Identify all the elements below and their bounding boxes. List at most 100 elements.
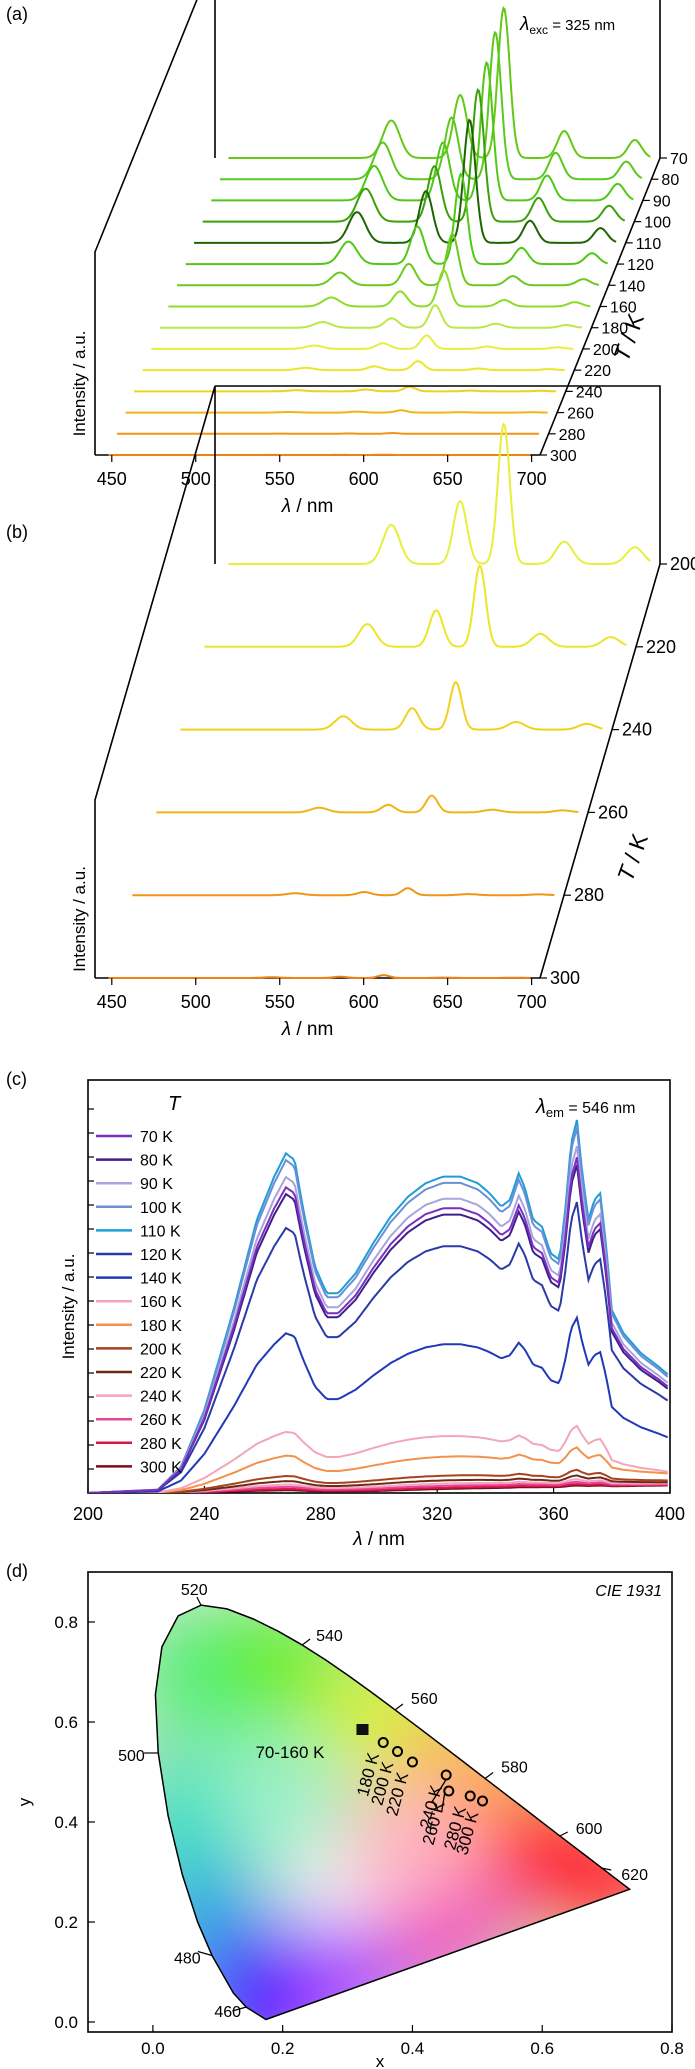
y-axis-label: Intensity / a.u. xyxy=(59,1254,78,1360)
data-point xyxy=(443,1785,455,1797)
data-point xyxy=(360,1727,369,1735)
legend-label: 160 K xyxy=(140,1294,182,1311)
legend-label: 240 K xyxy=(140,1389,182,1406)
wavelength-tick xyxy=(197,1950,213,1957)
panel-label: (a) xyxy=(6,4,28,24)
x-tick-label: 550 xyxy=(265,469,295,489)
panel-label: (b) xyxy=(6,522,28,542)
data-point xyxy=(392,1746,404,1757)
wavelength-tick xyxy=(394,1703,404,1711)
wavelength-label: 600 xyxy=(576,1821,603,1838)
spectrum-trace xyxy=(204,564,627,648)
panel-d: 0.0 0.2 0.4 0.6 0.8 0.0 0.2 0.4 0.6 0.8 x y CIE 1931… xyxy=(15,1571,684,2069)
x-axis-label: λ / nm xyxy=(281,496,334,517)
legend-title: T xyxy=(168,1093,182,1115)
data-point xyxy=(377,1737,389,1748)
x-axis-label: λ / nm xyxy=(352,1529,405,1550)
x-tick-label: 0.2 xyxy=(271,2039,295,2058)
depth-tick-label: 240 xyxy=(622,720,652,740)
legend: T 70 K 80 K 90 K 100 K 110 K 120 K 140 K 160 K 18… xyxy=(96,1093,182,1476)
depth-tick-label: 140 xyxy=(619,278,646,295)
y-tick-label: 0.8 xyxy=(54,1613,78,1632)
depth-tick-label: 100 xyxy=(644,215,671,232)
x-tick-label: 0.6 xyxy=(530,2039,554,2058)
y-tick-label: 0.6 xyxy=(54,1713,78,1732)
leader-line xyxy=(441,1791,446,1813)
gamut-fill xyxy=(155,1605,630,2020)
x-tick-label: 240 xyxy=(189,1504,219,1524)
spectrum-trace xyxy=(142,360,565,372)
series-line xyxy=(88,1314,669,1493)
point-label: 70-160 K xyxy=(255,1743,325,1762)
back-left-wall xyxy=(94,385,216,978)
wavelength-label: 480 xyxy=(174,1951,201,1968)
wavelength-tick xyxy=(601,1867,612,1871)
spectrum-trace xyxy=(132,887,555,897)
y-tick-label: 0.2 xyxy=(54,1913,78,1932)
x-tick-label: 450 xyxy=(97,469,127,489)
panel-b: 200 220 240 260 280 300 450 500 550 600 650 700 λ / … xyxy=(70,385,695,1040)
legend-label: 110 K xyxy=(140,1223,181,1240)
panel-c: 200 240 280 320 360 400 λ / nm Intensity / a.u.… xyxy=(59,1079,685,1550)
spectrum-trace xyxy=(134,385,557,393)
legend-label: 120 K xyxy=(140,1247,182,1264)
panel-label: (d) xyxy=(6,1561,28,1581)
spectrum-trace xyxy=(202,88,626,223)
x-tick-label: 200 xyxy=(73,1504,103,1524)
depth-tick-label: 120 xyxy=(627,257,654,274)
plot-frame xyxy=(87,1079,671,1494)
panel-label: (c) xyxy=(6,1069,27,1089)
spectrum-trace xyxy=(228,422,651,565)
x-tick-label: 0.0 xyxy=(141,2039,165,2058)
x-tick-label: 500 xyxy=(181,469,211,489)
legend-label: 200 K xyxy=(140,1341,182,1358)
wavelength-tick xyxy=(484,1772,494,1779)
legend-label: 100 K xyxy=(140,1200,182,1217)
x-tick-label: 400 xyxy=(655,1504,685,1524)
legend-label: 260 K xyxy=(140,1412,182,1429)
spectrum-trace xyxy=(194,118,617,244)
wavelength-label: 520 xyxy=(181,1582,208,1599)
x-tick-label: 450 xyxy=(97,992,127,1012)
wavelength-label: 500 xyxy=(118,1748,145,1765)
depth-tick-label: 260 xyxy=(598,802,628,822)
depth-axis-label: T / K xyxy=(608,309,649,364)
depth-tick-label: 300 xyxy=(550,448,577,465)
depth-tick-label: 220 xyxy=(584,363,611,380)
depth-axis-line xyxy=(539,563,661,979)
depth-tick-label: 220 xyxy=(646,637,676,657)
x-tick-label: 360 xyxy=(539,1504,569,1524)
annotation: λexc = 325 nm xyxy=(519,14,615,37)
wavelength-label: 540 xyxy=(316,1628,343,1645)
x-tick-label: 280 xyxy=(306,1504,336,1524)
x-tick-label: 700 xyxy=(517,469,547,489)
panel-a: 70 80 90 100 110 120 140 160 180 200 220 240 260 280 3… xyxy=(70,0,688,517)
wavelength-tick xyxy=(301,1638,311,1646)
chart-title: CIE 1931 xyxy=(595,1583,662,1600)
depth-tick-label: 240 xyxy=(576,384,603,401)
series-line xyxy=(88,1468,668,1493)
spectral-locus xyxy=(154,1604,632,2021)
spectrum-trace xyxy=(180,680,603,731)
legend-label: 70 K xyxy=(140,1129,173,1146)
data-point xyxy=(406,1756,418,1768)
depth-tick-label: 80 xyxy=(661,172,679,189)
plot-frame xyxy=(87,1571,673,2033)
back-left-wall xyxy=(94,0,216,455)
spectrum-trace xyxy=(159,304,582,329)
back-wall xyxy=(659,0,661,158)
data-point xyxy=(464,1790,476,1802)
depth-tick-label: 90 xyxy=(653,193,671,210)
wavelength-label: 460 xyxy=(214,2004,241,2021)
legend-label: 80 K xyxy=(140,1153,173,1170)
depth-tick-label: 280 xyxy=(559,427,586,444)
spectrum-trace xyxy=(108,974,531,979)
depth-tick-label: 260 xyxy=(567,406,594,423)
depth-tick-label: 180 xyxy=(601,321,628,338)
wavelength-tick xyxy=(232,2006,247,2012)
x-tick-label: 0.8 xyxy=(660,2039,684,2058)
legend-label: 280 K xyxy=(140,1436,182,1453)
series-line xyxy=(88,1157,669,1493)
wavelength-tick xyxy=(196,1596,202,1606)
